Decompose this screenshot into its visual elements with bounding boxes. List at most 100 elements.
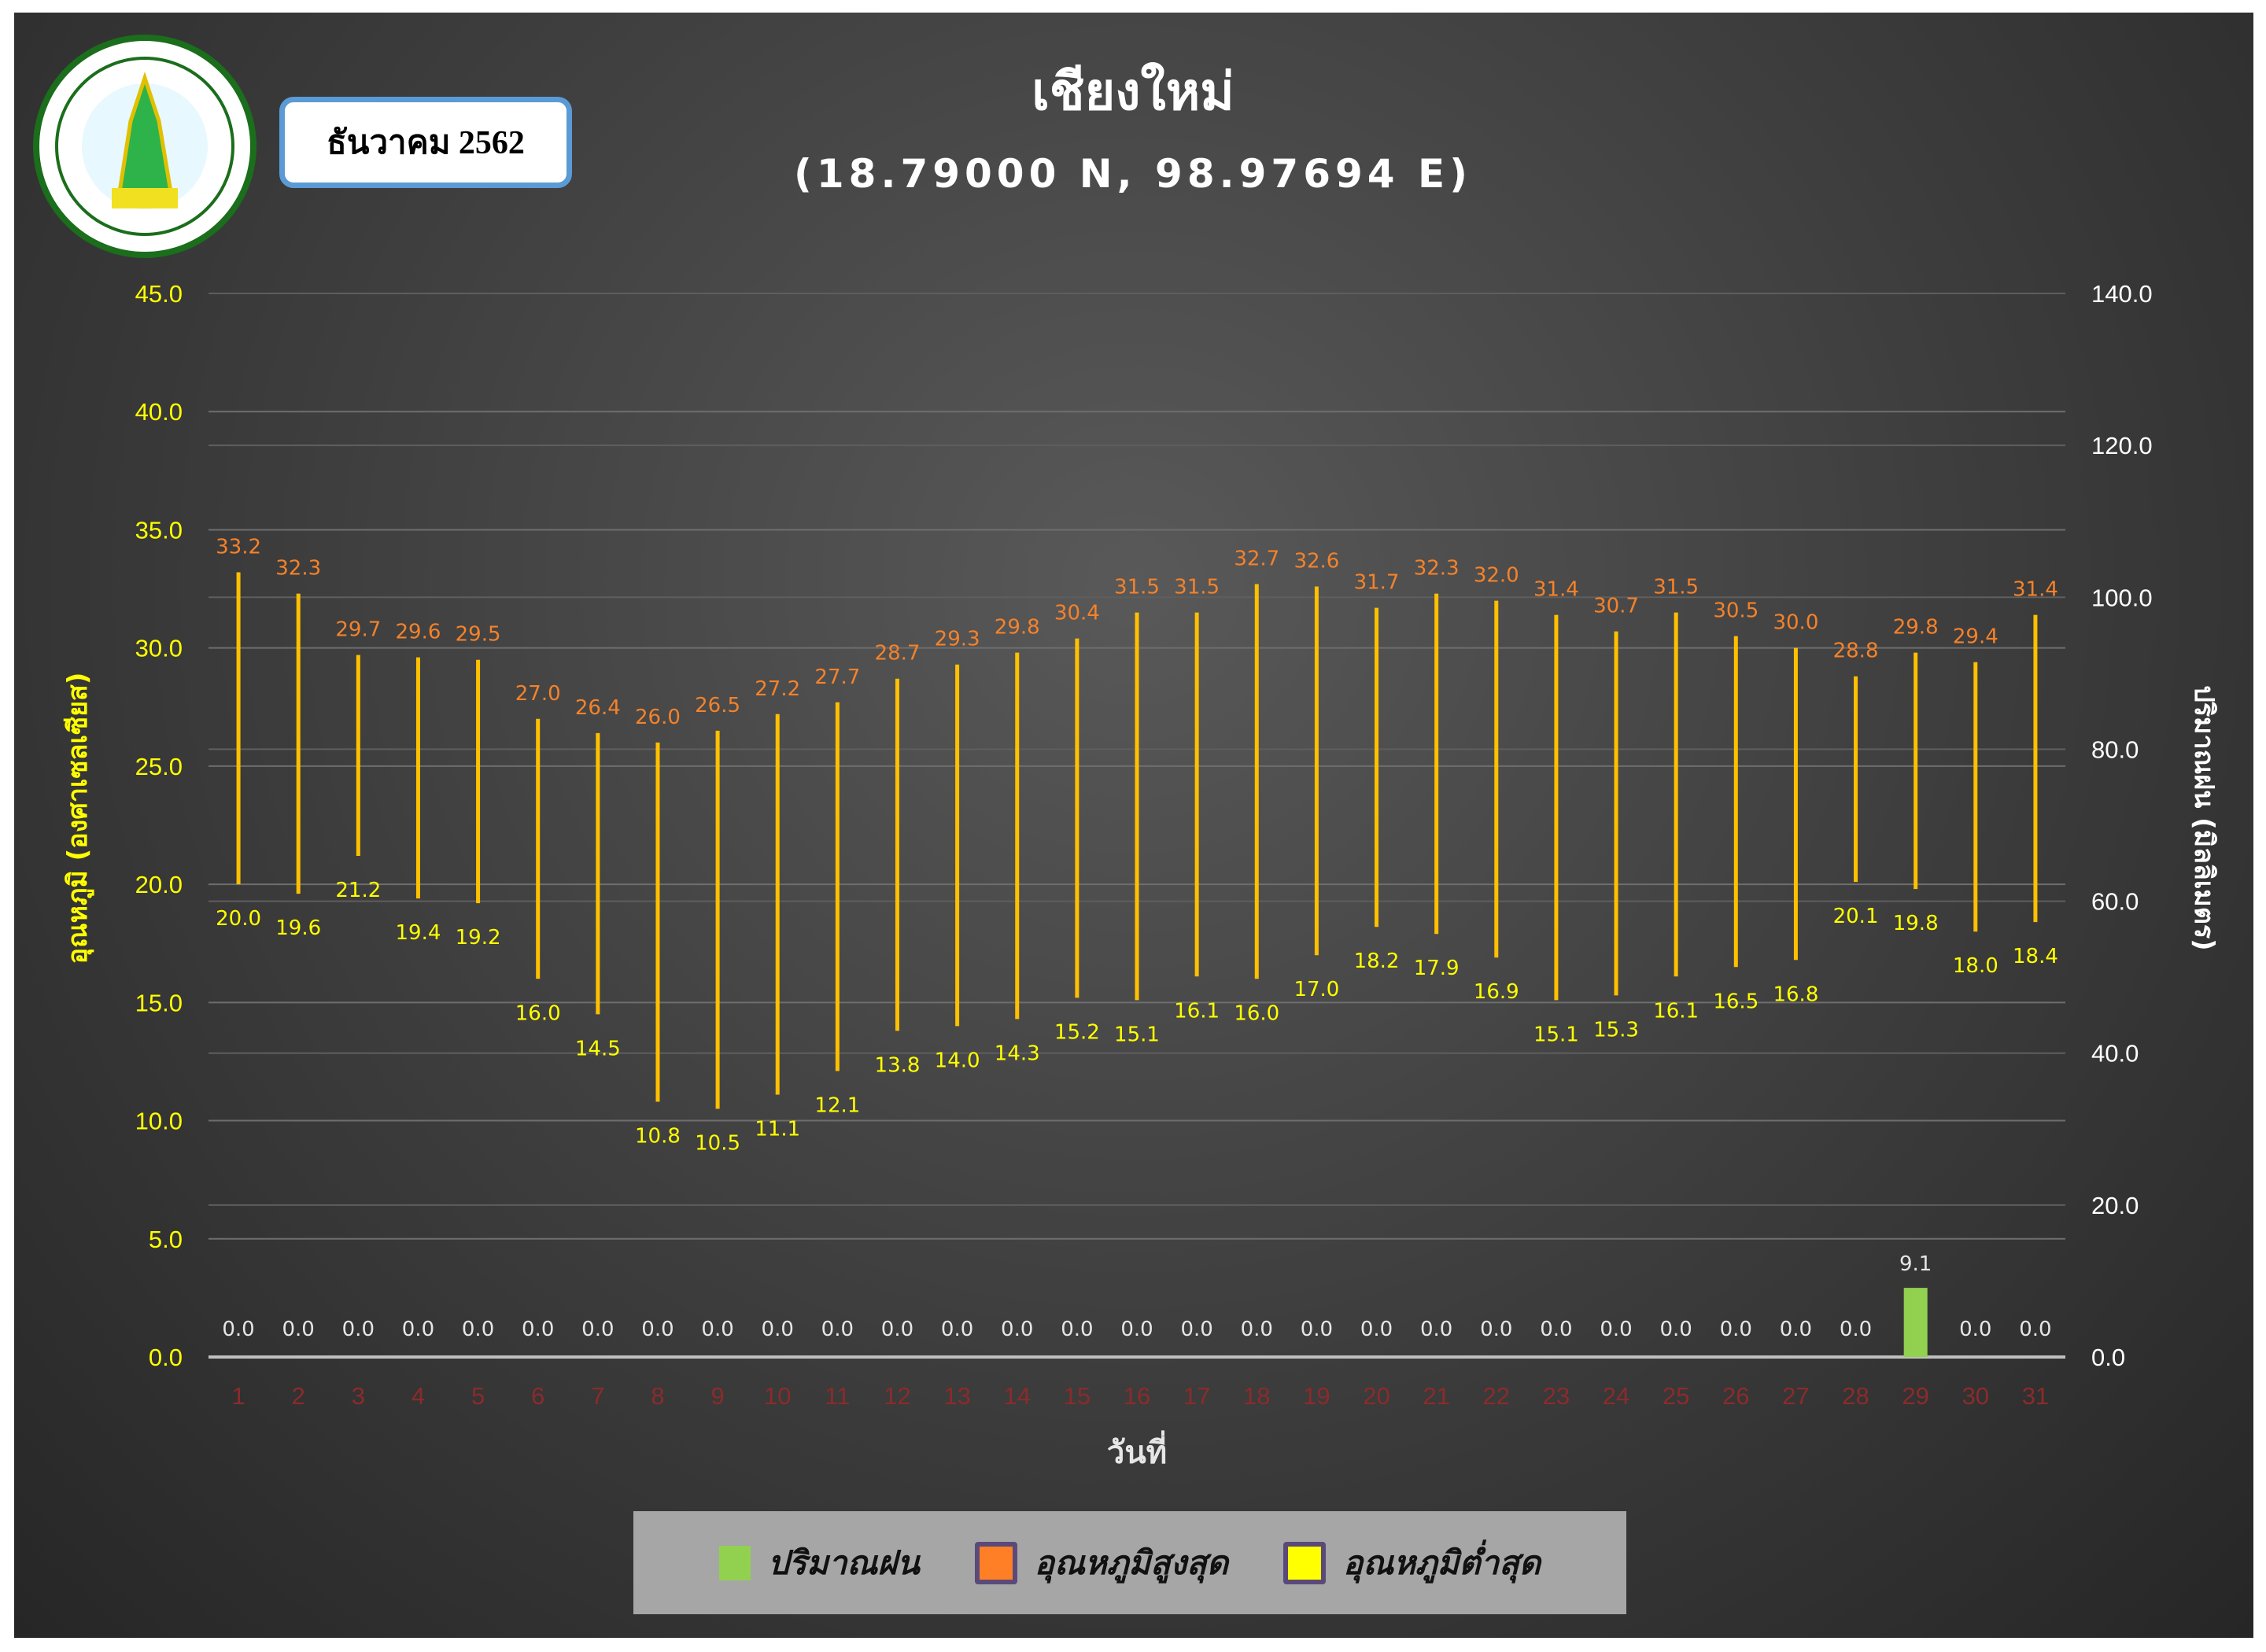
rain-label: 0.0 (522, 1318, 554, 1341)
x-tick-label: 18 (1243, 1382, 1270, 1410)
rain-label: 0.0 (462, 1318, 494, 1341)
x-tick-label: 25 (1663, 1382, 1689, 1410)
x-tick-label: 13 (943, 1382, 970, 1410)
max-temp-label: 29.4 (1953, 625, 1998, 649)
min-temp-label: 19.2 (456, 926, 501, 950)
legend-item-min: อุณหภูมิต่ำสุด (1283, 1537, 1541, 1589)
max-temp-label: 30.4 (1054, 602, 1100, 625)
x-tick-label: 16 (1124, 1382, 1150, 1410)
min-temp-label: 18.4 (2013, 945, 2058, 968)
max-temp-label: 28.8 (1833, 640, 1879, 663)
legend-swatch-max (974, 1541, 1017, 1584)
min-temp-label: 21.2 (335, 879, 381, 902)
x-tick-label: 14 (1003, 1382, 1030, 1410)
max-temp-label: 32.7 (1234, 548, 1279, 571)
rain-label: 0.0 (1959, 1318, 1991, 1341)
min-temp-label: 13.8 (875, 1053, 921, 1077)
x-tick-label: 6 (531, 1382, 544, 1410)
legend-item-max: อุณหภูมิสูงสุด (974, 1537, 1228, 1589)
min-temp-label: 15.3 (1593, 1018, 1639, 1042)
min-temp-label: 17.9 (1414, 957, 1460, 980)
x-tick-label: 26 (1722, 1382, 1749, 1410)
y2-tick-label: 60.0 (2091, 888, 2139, 916)
x-tick-label: 23 (1543, 1382, 1570, 1410)
rain-label: 0.0 (1241, 1318, 1273, 1341)
max-temp-label: 32.3 (275, 557, 321, 581)
min-temp-label: 16.0 (1234, 1001, 1279, 1025)
legend-label: อุณหภูมิต่ำสุด (1343, 1543, 1541, 1582)
min-temp-label: 18.2 (1354, 950, 1400, 973)
min-temp-label: 17.0 (1294, 978, 1339, 1001)
min-temp-label: 15.1 (1114, 1023, 1160, 1046)
x-tick-label: 28 (1842, 1382, 1869, 1410)
min-temp-label: 16.8 (1773, 983, 1818, 1006)
y-tick-label: 5.0 (149, 1226, 183, 1253)
rain-label: 0.0 (402, 1318, 434, 1341)
max-temp-label: 32.0 (1474, 564, 1519, 588)
rain-label: 0.0 (1360, 1318, 1393, 1341)
y2-tick-label: 120.0 (2091, 432, 2153, 459)
x-tick-label: 19 (1303, 1382, 1330, 1410)
x-axis-title: วันที่ (1107, 1430, 1167, 1470)
x-tick-label: 3 (352, 1382, 365, 1410)
y-tick-label: 10.0 (135, 1108, 183, 1135)
rain-label: 0.0 (342, 1318, 375, 1341)
y2-tick-label: 140.0 (2091, 280, 2153, 308)
x-tick-label: 9 (710, 1382, 724, 1410)
x-tick-label: 4 (411, 1382, 425, 1410)
min-temp-label: 14.5 (575, 1037, 621, 1060)
min-temp-label: 16.0 (515, 1001, 561, 1025)
max-temp-label: 31.5 (1114, 576, 1160, 599)
station-title: เชียงใหม่ (1032, 61, 1234, 122)
legend-swatch-min (1283, 1541, 1327, 1584)
min-temp-label: 15.2 (1054, 1020, 1100, 1044)
max-temp-label: 26.5 (695, 694, 740, 717)
y2-axis-title: ปริมาณฝน (มิลลิเมตร) (2188, 685, 2220, 950)
min-temp-label: 15.1 (1533, 1023, 1579, 1046)
x-tick-label: 7 (591, 1382, 604, 1410)
max-temp-label: 32.3 (1414, 557, 1460, 581)
y-tick-label: 0.0 (149, 1344, 183, 1371)
y-tick-label: 25.0 (135, 753, 183, 780)
min-temp-label: 20.0 (216, 907, 261, 931)
max-temp-label: 30.7 (1593, 595, 1639, 618)
rain-label: 0.0 (1659, 1318, 1692, 1341)
y-tick-label: 30.0 (135, 635, 183, 662)
rain-label: 0.0 (701, 1318, 733, 1341)
rain-label: 0.0 (762, 1318, 794, 1341)
max-temp-label: 29.8 (995, 616, 1040, 640)
x-tick-label: 27 (1782, 1382, 1809, 1410)
rain-label: 0.0 (1061, 1318, 1093, 1341)
rain-label: 0.0 (1600, 1318, 1632, 1341)
min-temp-label: 14.0 (935, 1049, 980, 1072)
max-temp-label: 31.4 (2013, 578, 2058, 602)
y-tick-label: 15.0 (135, 989, 183, 1016)
x-tick-label: 31 (2022, 1382, 2049, 1410)
y2-tick-label: 40.0 (2091, 1040, 2139, 1068)
min-temp-label: 16.9 (1474, 980, 1519, 1004)
max-temp-label: 27.7 (814, 666, 860, 689)
rain-label: 0.0 (1720, 1318, 1752, 1341)
max-temp-label: 30.5 (1713, 599, 1759, 623)
rain-bar (1903, 1288, 1928, 1357)
max-temp-label: 31.4 (1533, 578, 1579, 602)
max-temp-label: 30.0 (1773, 611, 1818, 635)
rain-label: 0.0 (1001, 1318, 1033, 1341)
legend: ปริมาณฝน อุณหภูมิสูงสุด อุณหภูมิต่ำสุด (633, 1511, 1626, 1614)
max-temp-label: 26.0 (635, 706, 681, 729)
x-tick-label: 17 (1183, 1382, 1210, 1410)
x-tick-label: 24 (1603, 1382, 1629, 1410)
rain-label: 0.0 (1420, 1318, 1452, 1341)
min-temp-label: 18.0 (1953, 954, 1998, 978)
max-temp-label: 29.8 (1893, 616, 1939, 640)
min-temp-label: 20.1 (1833, 905, 1879, 928)
y2-tick-label: 80.0 (2091, 736, 2139, 763)
x-tick-label: 12 (884, 1382, 910, 1410)
chart-background (14, 13, 2253, 1638)
y2-tick-label: 20.0 (2091, 1192, 2139, 1219)
min-temp-label: 16.1 (1174, 999, 1220, 1023)
x-tick-label: 11 (825, 1382, 850, 1410)
rain-label: 0.0 (941, 1318, 973, 1341)
x-tick-label: 1 (231, 1382, 245, 1410)
max-temp-label: 27.0 (515, 682, 561, 706)
